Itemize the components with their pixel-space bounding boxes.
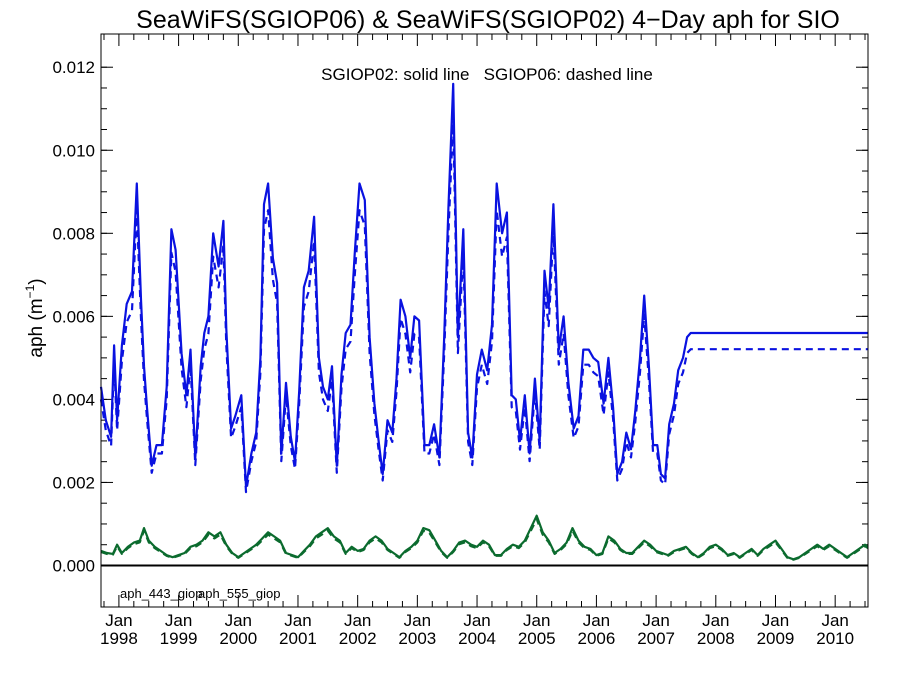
x-tick-label-month: Jan bbox=[225, 611, 252, 630]
series-line-dashed bbox=[100, 517, 869, 561]
legend-label-aph_555_giop: aph_555_giop bbox=[198, 586, 280, 601]
x-tick-label-year: 2007 bbox=[637, 629, 675, 648]
x-tick-label-month: Jan bbox=[344, 611, 371, 630]
y-tick-label: 0.008 bbox=[52, 224, 95, 243]
y-tick-label: 0.004 bbox=[52, 390, 95, 409]
x-tick-label-month: Jan bbox=[523, 611, 550, 630]
legend-label-aph_443_giop: aph_443_giop bbox=[120, 586, 202, 601]
x-tick-label-year: 2008 bbox=[697, 629, 735, 648]
x-tick-label-year: 2006 bbox=[578, 629, 616, 648]
x-tick-label-month: Jan bbox=[105, 611, 132, 630]
x-tick-label-year: 2002 bbox=[339, 629, 377, 648]
x-tick-label-year: 2010 bbox=[816, 629, 854, 648]
x-tick-label-year: 2005 bbox=[518, 629, 556, 648]
y-tick-label: 0.010 bbox=[52, 141, 95, 160]
y-axis-label-close: ) bbox=[26, 278, 47, 284]
x-tick-label-year: 1998 bbox=[100, 629, 138, 648]
axes-layer: 0.0000.0020.0040.0060.0080.0100.012Jan19… bbox=[52, 34, 868, 648]
line-style-annotation: SGIOP02: solid line SGIOP06: dashed line bbox=[321, 65, 653, 84]
y-axis-label-main: aph (m bbox=[26, 298, 47, 357]
x-tick-label-year: 2004 bbox=[458, 629, 496, 648]
x-tick-label-month: Jan bbox=[463, 611, 490, 630]
series-line-dashed bbox=[99, 116, 868, 494]
y-axis-label-exponent: −1 bbox=[23, 284, 37, 298]
series-aph_555_giop bbox=[100, 514, 869, 561]
y-tick-label: 0.006 bbox=[52, 307, 95, 326]
x-tick-label-month: Jan bbox=[404, 611, 431, 630]
x-tick-label-year: 1999 bbox=[160, 629, 198, 648]
series-aph_443_giop bbox=[99, 82, 868, 494]
x-tick-label-year: 2009 bbox=[757, 629, 795, 648]
y-tick-label: 0.002 bbox=[52, 473, 95, 492]
x-tick-label-month: Jan bbox=[762, 611, 789, 630]
x-tick-label-month: Jan bbox=[284, 611, 311, 630]
x-tick-label-month: Jan bbox=[583, 611, 610, 630]
x-tick-label-month: Jan bbox=[821, 611, 848, 630]
y-tick-label: 0.000 bbox=[52, 556, 95, 575]
x-tick-label-month: Jan bbox=[702, 611, 729, 630]
plot-frame bbox=[100, 33, 869, 608]
y-tick-label: 0.012 bbox=[52, 58, 95, 77]
chart-title: SeaWiFS(SGIOP06) & SeaWiFS(SGIOP02) 4−Da… bbox=[136, 6, 840, 34]
x-tick-label-year: 2001 bbox=[279, 629, 317, 648]
x-tick-label-year: 2000 bbox=[219, 629, 257, 648]
series-layer bbox=[99, 82, 869, 561]
x-tick-label-month: Jan bbox=[642, 611, 669, 630]
x-tick-label-year: 2003 bbox=[398, 629, 436, 648]
x-tick-label-month: Jan bbox=[165, 611, 192, 630]
y-axis-label: aph (m−1) bbox=[23, 278, 47, 357]
